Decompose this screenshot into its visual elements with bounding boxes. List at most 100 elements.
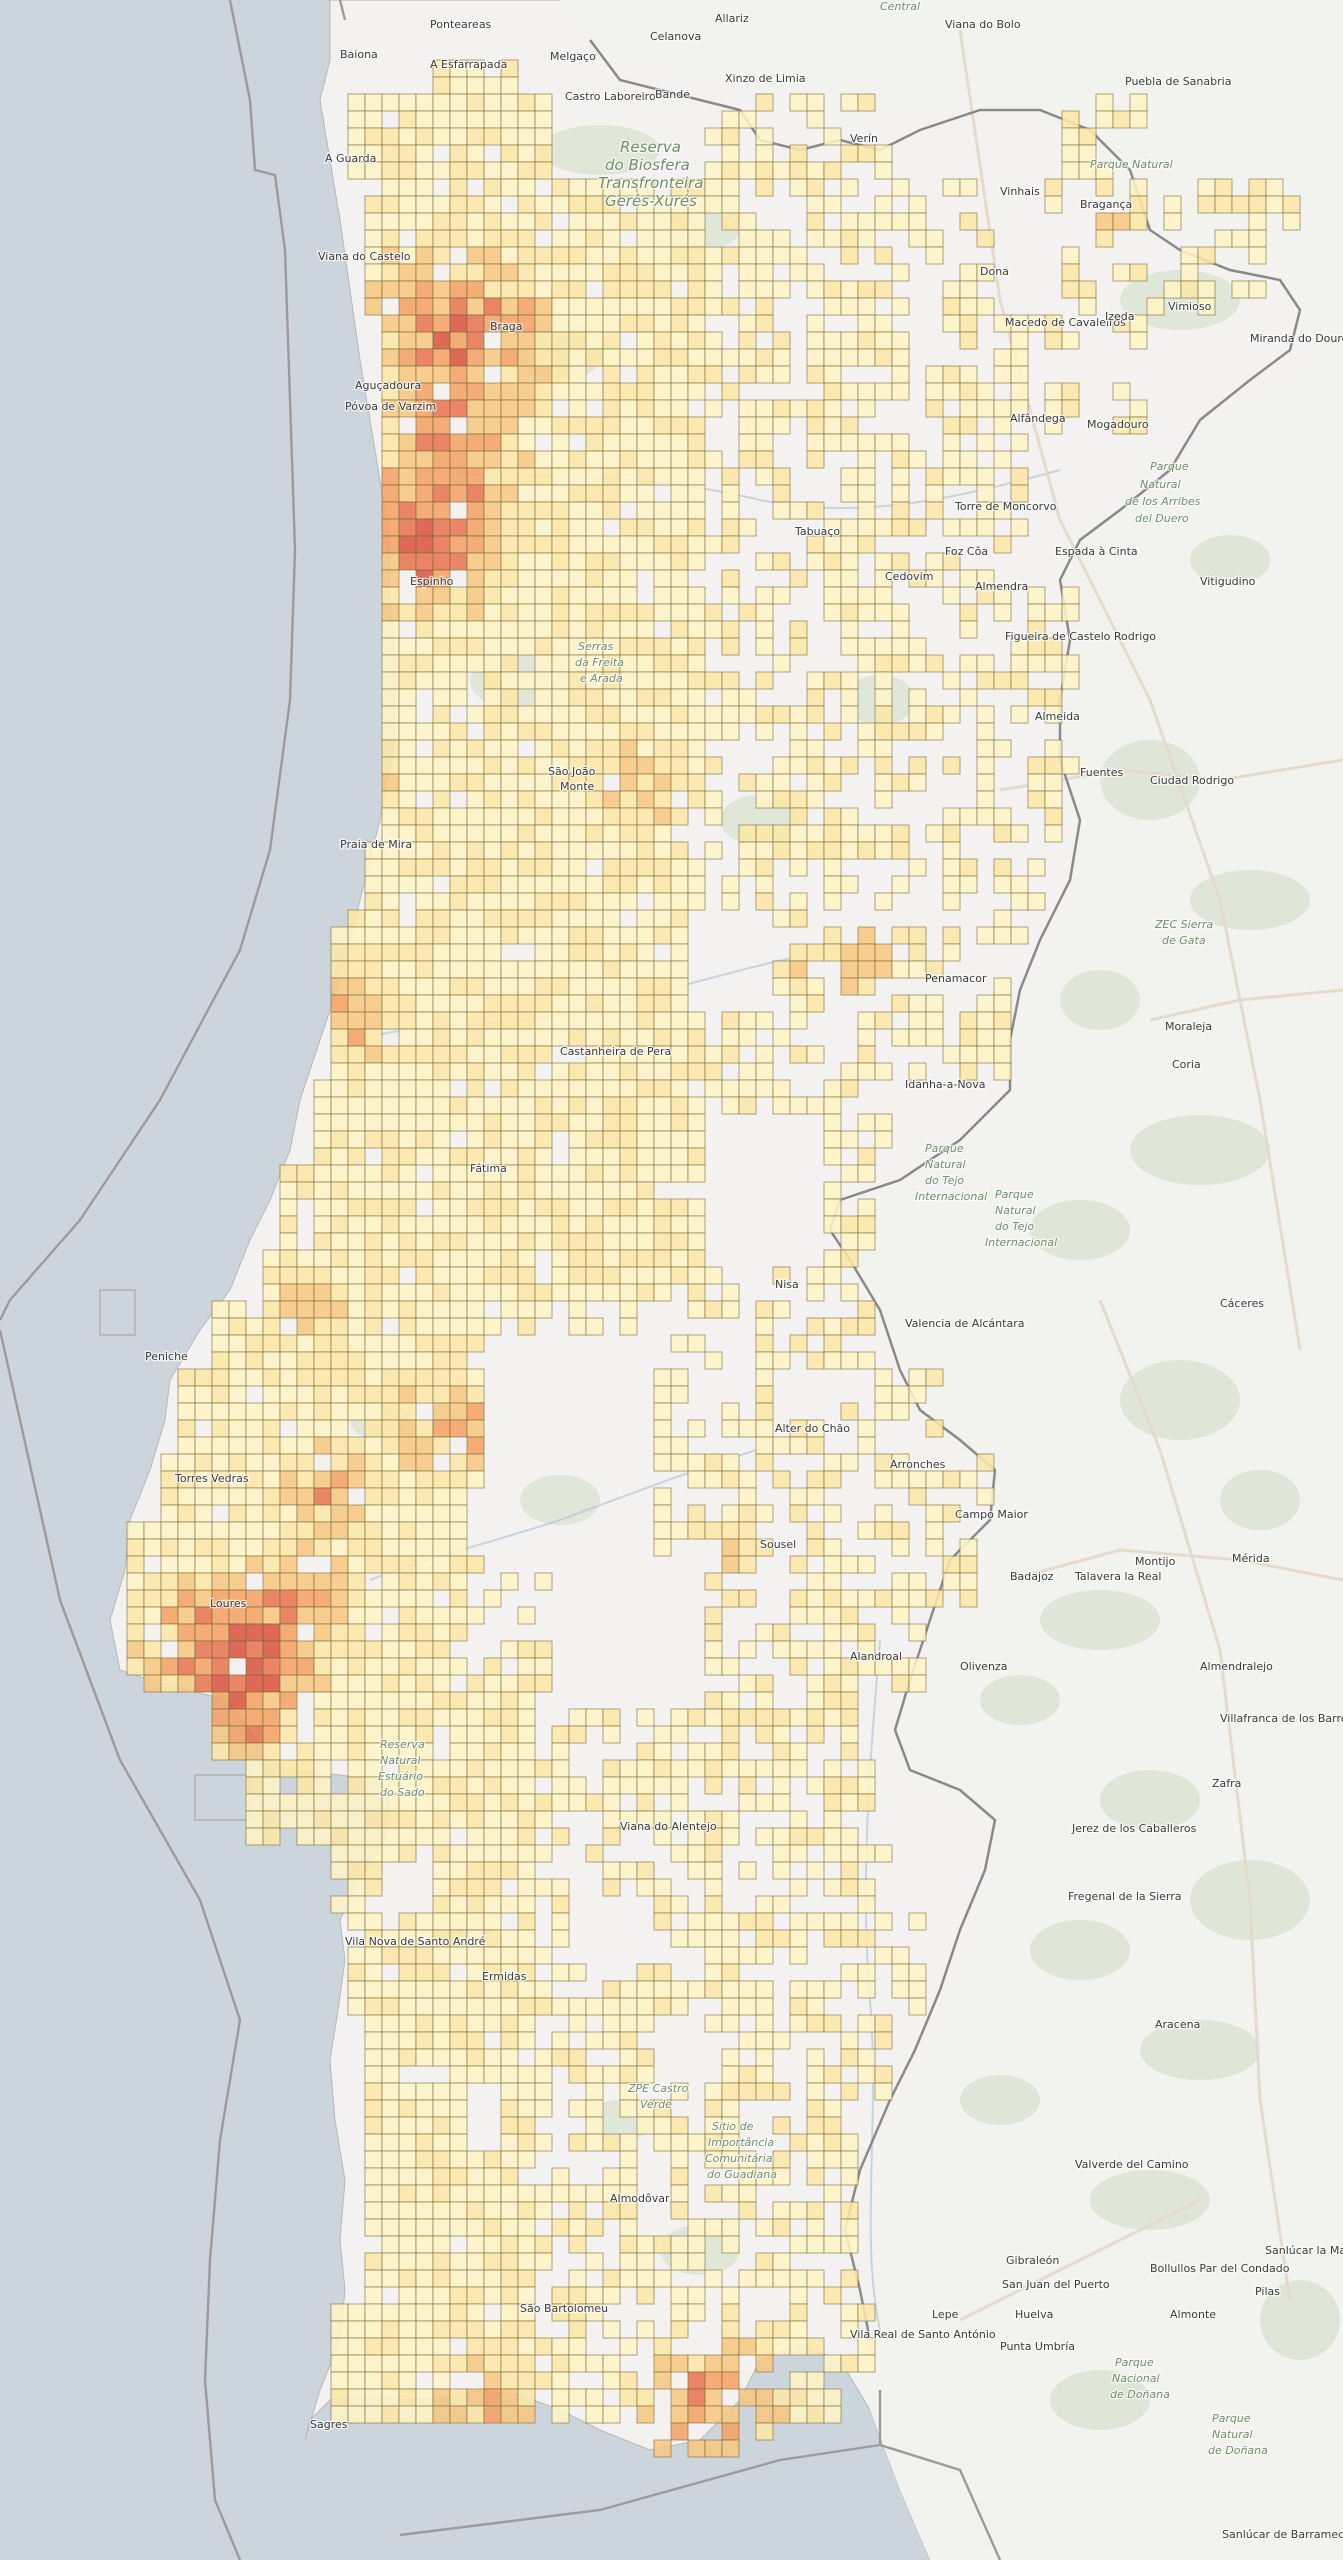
- grid-cell[interactable]: [857, 93, 876, 112]
- grid-cell[interactable]: [908, 450, 927, 469]
- grid-cell[interactable]: [1282, 212, 1301, 231]
- place-label-braganca: Bragança: [1080, 198, 1132, 211]
- grid-cell[interactable]: [364, 297, 383, 316]
- place-label-alfandega: Alfândega: [1010, 412, 1066, 425]
- grid-cell[interactable]: [772, 365, 791, 384]
- place-label-xinzo: Xinzo de Limia: [725, 72, 806, 85]
- grid-cell[interactable]: [772, 280, 791, 299]
- grid-cell[interactable]: [1248, 280, 1267, 299]
- grid-cell[interactable]: [1129, 263, 1148, 282]
- grid-cell[interactable]: [1197, 297, 1216, 316]
- grid-cell[interactable]: [755, 314, 774, 333]
- place-label-donana-nat3: de Doñana: [1208, 2444, 1268, 2457]
- grid-cell[interactable]: [534, 161, 553, 180]
- grid-cell[interactable]: [1112, 382, 1131, 401]
- grid-cell[interactable]: [806, 450, 825, 469]
- place-label-a-esfarrapada: A Esfarrapada: [430, 58, 507, 71]
- grid-cell[interactable]: [1129, 212, 1148, 231]
- grid-cell[interactable]: [602, 501, 621, 520]
- grid-cell[interactable]: [806, 110, 825, 129]
- grid-cell[interactable]: [993, 450, 1012, 469]
- place-label-bollullos: Bollullos Par del Condado: [1150, 2262, 1290, 2275]
- forest-area: [1190, 535, 1270, 585]
- grid-cell[interactable]: [721, 297, 740, 316]
- grid-cell[interactable]: [1010, 399, 1029, 418]
- place-label-villafranca: Villafranca de los Barros: [1220, 1712, 1343, 1725]
- grid-cell[interactable]: [976, 433, 995, 452]
- place-label-sitio1: Sítio de: [712, 2120, 754, 2133]
- place-label-aracena: Aracena: [1155, 2018, 1200, 2031]
- grid-cell[interactable]: [738, 110, 757, 129]
- grid-cell[interactable]: [959, 331, 978, 350]
- grid-cell[interactable]: [704, 399, 723, 418]
- grid-cell[interactable]: [1095, 178, 1114, 197]
- grid-cell[interactable]: [704, 365, 723, 384]
- grid-cell[interactable]: [959, 212, 978, 231]
- grid-cell[interactable]: [772, 416, 791, 435]
- grid-cell[interactable]: [1163, 212, 1182, 231]
- grid-cell[interactable]: [432, 246, 451, 265]
- grid-cell[interactable]: [1248, 246, 1267, 265]
- grid-cell[interactable]: [1010, 433, 1029, 452]
- grid-cell[interactable]: [857, 399, 876, 418]
- grid-cell[interactable]: [721, 382, 740, 401]
- grid-cell[interactable]: [534, 212, 553, 231]
- grid-cell[interactable]: [1061, 331, 1080, 350]
- grid-cell[interactable]: [891, 297, 910, 316]
- grid-cell[interactable]: [976, 263, 995, 282]
- grid-cell[interactable]: [925, 399, 944, 418]
- place-label-foz-coa: Foz Côa: [945, 545, 988, 558]
- grid-cell[interactable]: [704, 450, 723, 469]
- grid-cell[interactable]: [976, 297, 995, 316]
- place-label-parque-natural: Parque Natural: [1090, 158, 1173, 171]
- grid-cell[interactable]: [1129, 110, 1148, 129]
- forest-area: [1040, 1590, 1160, 1650]
- grid-cell[interactable]: [840, 178, 859, 197]
- place-label-reserva4: Gerês-Xurés: [605, 192, 697, 210]
- maritime-boundary: [878, 2390, 1002, 2560]
- grid-cell[interactable]: [1197, 246, 1216, 265]
- grid-cell[interactable]: [1078, 297, 1097, 316]
- grid-cell[interactable]: [874, 280, 893, 299]
- grid-cell[interactable]: [755, 178, 774, 197]
- place-label-tejo2: Natural: [925, 1158, 966, 1171]
- place-label-merida: Mérida: [1232, 1552, 1270, 1565]
- grid-cell[interactable]: [687, 382, 706, 401]
- place-label-sanlucar-b: Sanlúcar de Barrameda: [1222, 2528, 1343, 2541]
- grid-cell[interactable]: [1146, 297, 1165, 316]
- grid-cell[interactable]: [874, 161, 893, 180]
- grid-cell[interactable]: [755, 93, 774, 112]
- place-label-arronches: Arronches: [890, 1458, 946, 1471]
- place-label-central: Central: [880, 0, 920, 13]
- grid-cell[interactable]: [925, 246, 944, 265]
- place-label-praia-mira: Praia de Mira: [340, 838, 412, 851]
- grid-cell[interactable]: [891, 263, 910, 282]
- grid-cell[interactable]: [1010, 484, 1029, 503]
- forest-area: [1090, 2170, 1210, 2230]
- grid-cell[interactable]: [1129, 416, 1148, 435]
- place-label-acucadoura: Aguçadoura: [355, 379, 421, 392]
- place-label-tejo6: Natural: [995, 1204, 1036, 1217]
- grid-cell[interactable]: [993, 416, 1012, 435]
- grid-cell[interactable]: [1129, 331, 1148, 350]
- grid-cell[interactable]: [891, 382, 910, 401]
- grid-cell[interactable]: [1044, 195, 1063, 214]
- grid-cell[interactable]: [1044, 416, 1063, 435]
- grid-cell[interactable]: [857, 229, 876, 248]
- grid-cell[interactable]: [891, 178, 910, 197]
- grid-cell[interactable]: [959, 178, 978, 197]
- grid-cell[interactable]: [823, 127, 842, 146]
- grid-cell[interactable]: [976, 229, 995, 248]
- grid-cell[interactable]: [959, 416, 978, 435]
- place-label-arribes1: Parque: [1150, 460, 1189, 473]
- grid-cell[interactable]: [840, 246, 859, 265]
- grid-cell[interactable]: [874, 246, 893, 265]
- place-label-tejo3: do Tejo: [925, 1174, 964, 1187]
- road: [1009, 1548, 1343, 1582]
- grid-cell[interactable]: [823, 161, 842, 180]
- grid-cell[interactable]: [1061, 399, 1080, 418]
- grid-cell[interactable]: [1095, 229, 1114, 248]
- grid-cell[interactable]: [823, 195, 842, 214]
